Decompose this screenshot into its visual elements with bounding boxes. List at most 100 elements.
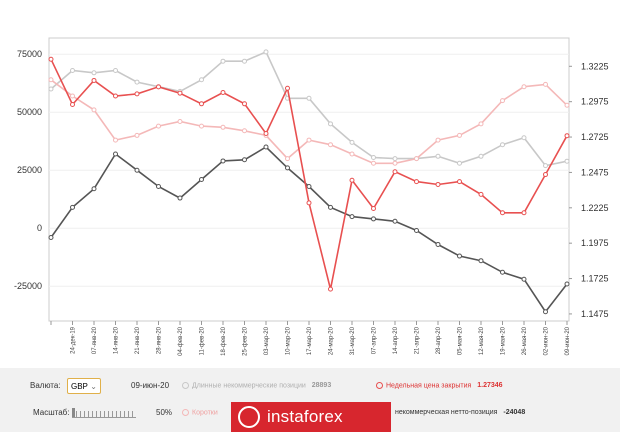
net-legend-label: некоммерческая нетто-позиция (395, 409, 498, 416)
scale-slider[interactable] (72, 408, 136, 418)
series-1-point (220, 124, 226, 130)
series-1-point (199, 123, 204, 129)
series-1-point (564, 102, 570, 108)
series-2-point (435, 241, 441, 247)
series-3-point (349, 177, 355, 183)
series-2-point (113, 151, 118, 157)
x-tick-label: 21-янв-20 (135, 326, 141, 354)
series-3-point (134, 91, 140, 97)
series-2-point (328, 204, 333, 210)
series-0-point (91, 70, 97, 76)
series-3-point (306, 200, 312, 206)
date-label: 09-июн-20 (131, 381, 170, 390)
long-legend-label: Длинные некоммерческие позиции (192, 382, 306, 390)
x-tick-label: 31-мар-20 (350, 326, 356, 355)
series-0-point (48, 86, 54, 92)
series-2-point (521, 276, 527, 282)
series-3-point (48, 56, 54, 62)
series-1-point (306, 137, 312, 143)
series-2-point (543, 309, 548, 315)
series-2-point (199, 177, 204, 182)
series-1-point (371, 160, 376, 166)
series-1-point (478, 121, 484, 127)
series-2-point (134, 167, 140, 173)
scale-slider-handle[interactable] (72, 408, 75, 417)
left-tick-label: -25000 (14, 281, 42, 291)
scale-label: Масштаб: (33, 408, 70, 417)
series-3-point (371, 206, 376, 212)
series-0-point (199, 77, 204, 83)
series-2-point (392, 218, 398, 224)
right-tick-label: 1.1475 (581, 309, 609, 319)
series-1-point (91, 107, 97, 113)
series-3-point (435, 181, 441, 187)
x-tick-label: 07-апр-20 (372, 326, 378, 354)
x-tick-label: 14-апр-20 (393, 326, 399, 354)
x-tick-label: 21-апр-20 (415, 326, 421, 354)
series-1-point (543, 81, 548, 87)
instaforex-logo-icon (238, 406, 260, 428)
series-1-point (134, 132, 140, 138)
close-legend-marker-icon (376, 382, 383, 389)
series-1-point (349, 151, 355, 157)
close-legend: Недельная цена закрытия 1.27346 (376, 382, 503, 389)
right-tick-label: 1.2225 (581, 203, 609, 213)
series-1-point (521, 84, 527, 90)
chart: -25000 0 25000 50000 75000 1.1475 1.1725 1.197… (14, 37, 609, 356)
series-2-point (349, 214, 355, 220)
series-3-point (564, 133, 570, 139)
series-0-point (543, 163, 548, 169)
right-tick-label: 1.2975 (581, 97, 609, 107)
series-2-point (371, 216, 376, 222)
series-1-point (113, 137, 118, 143)
scale-value: 50% (156, 408, 173, 417)
series-0-point (435, 153, 441, 159)
close-legend-value: 1.27346 (477, 382, 503, 390)
series-2 (48, 144, 570, 315)
x-tick-label: 05-мая-20 (458, 326, 464, 355)
watermark: instaforex (231, 402, 391, 432)
long-legend-value: 28893 (311, 382, 332, 390)
long-legend-marker-icon (182, 382, 189, 389)
series-3-point (113, 93, 118, 99)
series-2-point (564, 281, 570, 287)
net-legend: некоммерческая нетто-позиция -24048 (395, 409, 525, 416)
series-0-point (242, 58, 247, 64)
x-tick-label: 04-фев-20 (178, 326, 184, 355)
series-2-point (70, 204, 75, 210)
currency-label: Валюта: (30, 381, 61, 390)
series-2-point (457, 253, 462, 259)
series-2-point (285, 165, 290, 171)
x-tick-label: 24-дек-19 (71, 326, 77, 353)
series-0-point (113, 67, 118, 73)
currency-value: GBP (71, 382, 88, 391)
series-3-point (177, 90, 183, 96)
series-2-point (177, 195, 183, 201)
series-3-point (457, 179, 462, 185)
series-1 (48, 77, 570, 166)
series-2-point (306, 183, 312, 189)
x-tick-label: 12-мая-20 (479, 326, 485, 355)
series-0-point (134, 79, 140, 85)
series-0-point (521, 135, 527, 141)
series-0-point (478, 153, 484, 159)
series-0-point (371, 154, 376, 160)
series-1-point (285, 156, 290, 162)
series-0-point (457, 160, 462, 166)
series-1-point (500, 98, 505, 104)
series-3-point (220, 89, 226, 95)
x-tick-label: 25-фев-20 (243, 326, 249, 355)
series-3-point (70, 102, 75, 108)
series-0-point (220, 58, 226, 64)
series-3-point (478, 191, 484, 197)
x-tick-label: 09-июн-20 (565, 326, 571, 355)
right-tick-label: 1.3225 (581, 61, 609, 71)
series-0-point (349, 139, 355, 145)
short-legend-label: Коротки (192, 409, 218, 417)
series-3-point (199, 101, 204, 107)
currency-select[interactable]: GBP ⌄ (67, 378, 101, 394)
close-legend-label: Недельная цена закрытия (386, 382, 472, 390)
x-tick-label: 24-мар-20 (329, 326, 335, 355)
series-3-point (543, 172, 548, 178)
scale-slider-track (72, 411, 136, 417)
